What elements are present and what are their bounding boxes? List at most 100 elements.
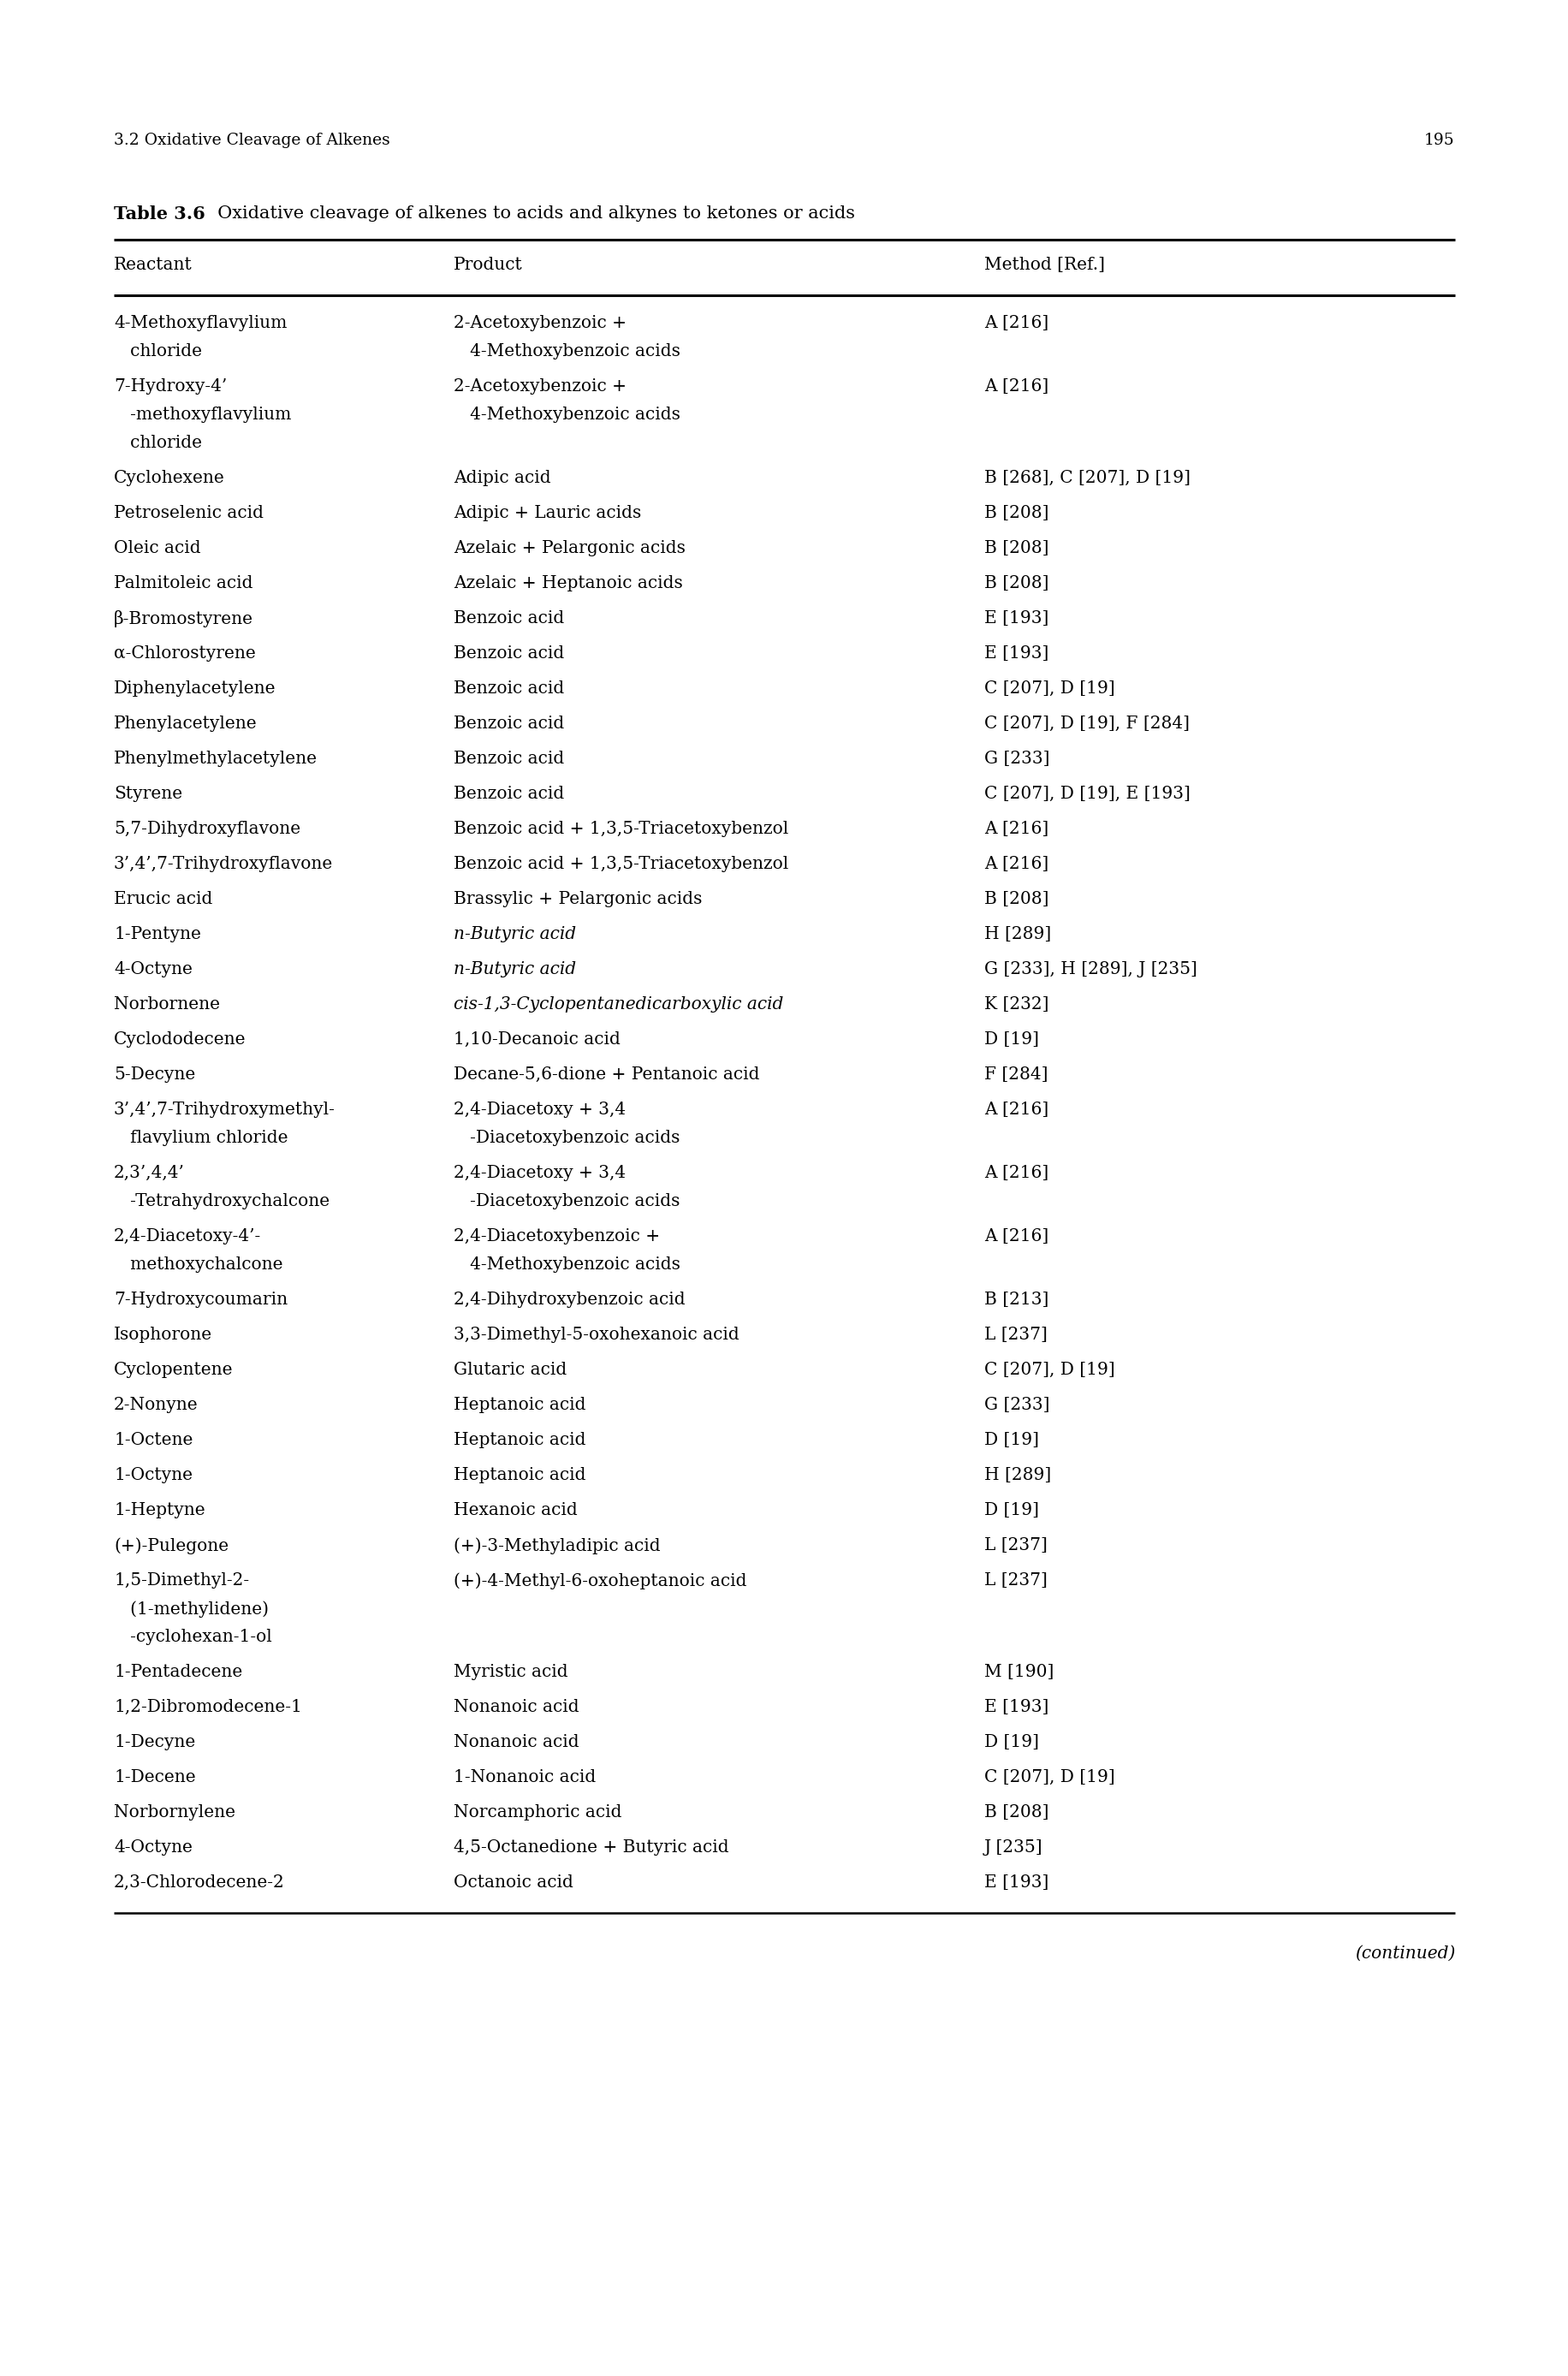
Text: Norbornene: Norbornene (114, 996, 220, 1012)
Text: 2,3’,4,4’: 2,3’,4,4’ (114, 1164, 185, 1181)
Text: Benzoic acid: Benzoic acid (453, 751, 564, 767)
Text: 3’,4’,7-Trihydroxymethyl-: 3’,4’,7-Trihydroxymethyl- (114, 1102, 336, 1117)
Text: A [216]: A [216] (985, 1164, 1049, 1181)
Text: H [289]: H [289] (985, 927, 1051, 943)
Text: Brassylic + Pelargonic acids: Brassylic + Pelargonic acids (453, 891, 702, 908)
Text: (+)-4-Methyl-6-oxoheptanoic acid: (+)-4-Methyl-6-oxoheptanoic acid (453, 1573, 746, 1590)
Text: 5-Decyne: 5-Decyne (114, 1067, 196, 1083)
Text: G [233]: G [233] (985, 751, 1049, 767)
Text: C [207], D [19], E [193]: C [207], D [19], E [193] (985, 786, 1190, 803)
Text: 3’,4’,7-Trihydroxyflavone: 3’,4’,7-Trihydroxyflavone (114, 855, 332, 872)
Text: L [237]: L [237] (985, 1326, 1047, 1342)
Text: Azelaic + Pelargonic acids: Azelaic + Pelargonic acids (453, 539, 685, 556)
Text: 2,4-Diacetoxybenzoic +: 2,4-Diacetoxybenzoic + (453, 1228, 660, 1245)
Text: Adipic + Lauric acids: Adipic + Lauric acids (453, 506, 641, 520)
Text: Phenylacetylene: Phenylacetylene (114, 715, 257, 732)
Text: flavylium chloride: flavylium chloride (114, 1131, 289, 1145)
Text: Palmitoleic acid: Palmitoleic acid (114, 575, 252, 592)
Text: Benzoic acid: Benzoic acid (453, 646, 564, 661)
Text: Nonanoic acid: Nonanoic acid (453, 1734, 579, 1751)
Text: Benzoic acid + 1,3,5-Triacetoxybenzol: Benzoic acid + 1,3,5-Triacetoxybenzol (453, 820, 789, 836)
Text: Myristic acid: Myristic acid (453, 1663, 568, 1680)
Text: Heptanoic acid: Heptanoic acid (453, 1397, 586, 1414)
Text: D [19]: D [19] (985, 1031, 1040, 1048)
Text: Adipic acid: Adipic acid (453, 470, 550, 487)
Text: E [193]: E [193] (985, 611, 1049, 627)
Text: A [216]: A [216] (985, 378, 1049, 394)
Text: (continued): (continued) (1355, 1946, 1455, 1963)
Text: Erucic acid: Erucic acid (114, 891, 213, 908)
Text: (+)-3-Methyladipic acid: (+)-3-Methyladipic acid (453, 1537, 660, 1554)
Text: B [208]: B [208] (985, 891, 1049, 908)
Text: 4-Methoxybenzoic acids: 4-Methoxybenzoic acids (453, 342, 681, 359)
Text: B [213]: B [213] (985, 1293, 1049, 1307)
Text: 2,3-Chlorodecene-2: 2,3-Chlorodecene-2 (114, 1875, 285, 1891)
Text: B [208]: B [208] (985, 539, 1049, 556)
Text: 1-Octyne: 1-Octyne (114, 1466, 193, 1483)
Text: Decane-5,6-dione + Pentanoic acid: Decane-5,6-dione + Pentanoic acid (453, 1067, 759, 1083)
Text: 1,10-Decanoic acid: 1,10-Decanoic acid (453, 1031, 621, 1048)
Text: Benzoic acid: Benzoic acid (453, 715, 564, 732)
Text: 4-Methoxyflavylium: 4-Methoxyflavylium (114, 316, 287, 330)
Text: K [232]: K [232] (985, 996, 1049, 1012)
Text: C [207], D [19]: C [207], D [19] (985, 1361, 1115, 1378)
Text: Isophorone: Isophorone (114, 1326, 212, 1342)
Text: Heptanoic acid: Heptanoic acid (453, 1466, 586, 1483)
Text: Norcamphoric acid: Norcamphoric acid (453, 1803, 622, 1820)
Text: Styrene: Styrene (114, 786, 182, 803)
Text: (1-methylidene): (1-methylidene) (114, 1601, 268, 1618)
Text: (+)-Pulegone: (+)-Pulegone (114, 1537, 229, 1554)
Text: 1-Decyne: 1-Decyne (114, 1734, 196, 1751)
Text: A [216]: A [216] (985, 855, 1049, 872)
Text: 5,7-Dihydroxyflavone: 5,7-Dihydroxyflavone (114, 820, 301, 836)
Text: 1-Nonanoic acid: 1-Nonanoic acid (453, 1770, 596, 1784)
Text: Glutaric acid: Glutaric acid (453, 1361, 566, 1378)
Text: methoxychalcone: methoxychalcone (114, 1257, 282, 1274)
Text: 4-Methoxybenzoic acids: 4-Methoxybenzoic acids (453, 406, 681, 423)
Text: E [193]: E [193] (985, 646, 1049, 661)
Text: -Diacetoxybenzoic acids: -Diacetoxybenzoic acids (453, 1131, 681, 1145)
Text: 2,4-Diacetoxy-4’-: 2,4-Diacetoxy-4’- (114, 1228, 262, 1245)
Text: 2,4-Diacetoxy + 3,4: 2,4-Diacetoxy + 3,4 (453, 1102, 626, 1117)
Text: Benzoic acid + 1,3,5-Triacetoxybenzol: Benzoic acid + 1,3,5-Triacetoxybenzol (453, 855, 789, 872)
Text: α-Chlorostyrene: α-Chlorostyrene (114, 646, 256, 661)
Text: 2,4-Diacetoxy + 3,4: 2,4-Diacetoxy + 3,4 (453, 1164, 626, 1181)
Text: 2-Nonyne: 2-Nonyne (114, 1397, 198, 1414)
Text: Reactant: Reactant (114, 257, 193, 273)
Text: D [19]: D [19] (985, 1433, 1040, 1449)
Text: 1-Heptyne: 1-Heptyne (114, 1502, 205, 1518)
Text: 4-Octyne: 4-Octyne (114, 962, 193, 977)
Text: E [193]: E [193] (985, 1699, 1049, 1715)
Text: 2,4-Dihydroxybenzoic acid: 2,4-Dihydroxybenzoic acid (453, 1293, 685, 1307)
Text: 2-Acetoxybenzoic +: 2-Acetoxybenzoic + (453, 316, 627, 330)
Text: Cyclohexene: Cyclohexene (114, 470, 224, 487)
Text: A [216]: A [216] (985, 1102, 1049, 1117)
Text: 1,5-Dimethyl-2-: 1,5-Dimethyl-2- (114, 1573, 249, 1590)
Text: M [190]: M [190] (985, 1663, 1054, 1680)
Text: H [289]: H [289] (985, 1466, 1051, 1483)
Text: L [237]: L [237] (985, 1573, 1047, 1590)
Text: n-Butyric acid: n-Butyric acid (453, 927, 575, 943)
Text: Benzoic acid: Benzoic acid (453, 786, 564, 803)
Text: Petroselenic acid: Petroselenic acid (114, 506, 263, 520)
Text: 4-Octyne: 4-Octyne (114, 1839, 193, 1856)
Text: Diphenylacetylene: Diphenylacetylene (114, 680, 276, 696)
Text: -cyclohexan-1-ol: -cyclohexan-1-ol (114, 1630, 271, 1644)
Text: Cyclopentene: Cyclopentene (114, 1361, 234, 1378)
Text: G [233], H [289], J [235]: G [233], H [289], J [235] (985, 962, 1198, 977)
Text: Oleic acid: Oleic acid (114, 539, 201, 556)
Text: Oxidative cleavage of alkenes to acids and alkynes to ketones or acids: Oxidative cleavage of alkenes to acids a… (207, 204, 855, 221)
Text: 195: 195 (1424, 133, 1455, 147)
Text: Azelaic + Heptanoic acids: Azelaic + Heptanoic acids (453, 575, 682, 592)
Text: 1-Pentyne: 1-Pentyne (114, 927, 201, 943)
Text: Phenylmethylacetylene: Phenylmethylacetylene (114, 751, 318, 767)
Text: Nonanoic acid: Nonanoic acid (453, 1699, 579, 1715)
Text: D [19]: D [19] (985, 1502, 1040, 1518)
Text: β-Bromostyrene: β-Bromostyrene (114, 611, 254, 627)
Text: 1-Octene: 1-Octene (114, 1433, 193, 1449)
Text: A [216]: A [216] (985, 820, 1049, 836)
Text: 7-Hydroxycoumarin: 7-Hydroxycoumarin (114, 1293, 287, 1307)
Text: Benzoic acid: Benzoic acid (453, 680, 564, 696)
Text: D [19]: D [19] (985, 1734, 1040, 1751)
Text: Benzoic acid: Benzoic acid (453, 611, 564, 627)
